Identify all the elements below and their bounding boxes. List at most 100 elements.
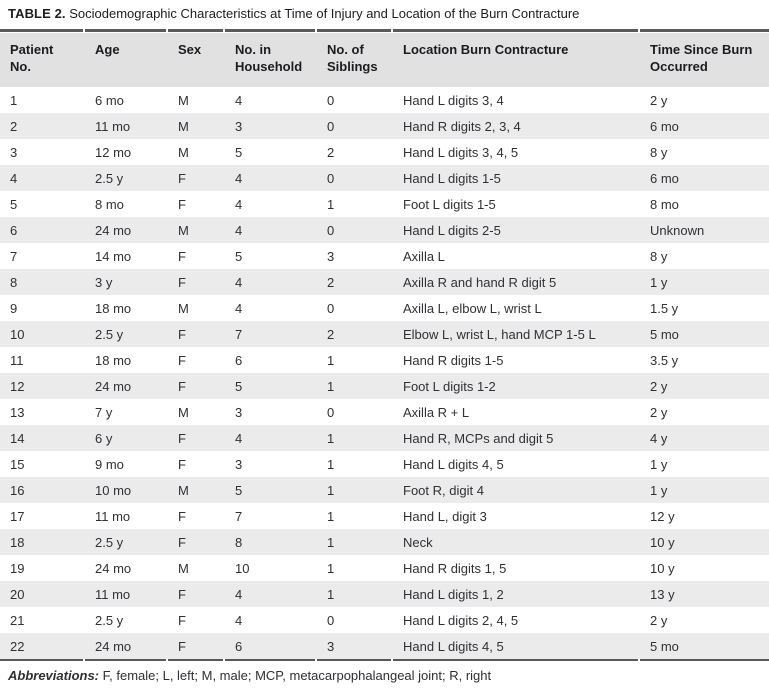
table-cell: 11 mo bbox=[85, 113, 168, 139]
table-cell: 1.5 y bbox=[650, 300, 679, 316]
table-cell: Foot R, digit 4 bbox=[393, 477, 640, 503]
table-cell: 8 mo bbox=[650, 196, 679, 212]
table-cell: M bbox=[168, 217, 225, 243]
table-cell: 5 bbox=[235, 248, 243, 264]
table-cell: 1 bbox=[317, 529, 393, 555]
table-row: 4 2.5 y F 4 0 Hand L digits 1-5 6 mo bbox=[0, 165, 769, 191]
table-cell: 6 mo bbox=[640, 113, 769, 139]
table-cell: 3 y bbox=[85, 269, 168, 295]
table-title-text: Sociodemographic Characteristics at Time… bbox=[65, 6, 580, 21]
table-cell: 3 bbox=[10, 144, 18, 160]
sociodemographic-table: Patient No. Age Sex No. in Household No. of … bbox=[0, 33, 769, 659]
table-cell: 6 mo bbox=[640, 165, 769, 191]
table-cell: 7 bbox=[10, 248, 18, 264]
table-cell: Axilla L bbox=[403, 248, 445, 264]
table-cell: 2 y bbox=[650, 612, 668, 628]
table-cell: 4 bbox=[0, 165, 85, 191]
table-cell: 9 bbox=[10, 300, 18, 316]
table-cell: 11 mo bbox=[85, 581, 168, 607]
table-cell: 6 y bbox=[85, 425, 168, 451]
table-row: 5 8 mo F 4 1 Foot L digits 1-5 8 mo bbox=[0, 191, 769, 217]
table-cell: 9 mo bbox=[95, 456, 124, 472]
table-cell: 3 bbox=[327, 248, 335, 264]
table-cell: 1 bbox=[327, 508, 335, 524]
table-cell: 0 bbox=[327, 404, 335, 420]
table-cell: F bbox=[168, 425, 225, 451]
table-cell: Hand L digits 3, 4 bbox=[403, 92, 504, 108]
table-cell: 0 bbox=[327, 300, 335, 316]
table-cell: 7 bbox=[235, 508, 243, 524]
table-cell: 12 mo bbox=[95, 144, 132, 160]
column-header: No. in Household bbox=[225, 33, 317, 87]
table-row: 15 9 mo F 3 1 Hand L digits 4, 5 1 y bbox=[0, 451, 769, 477]
table-cell: 20 bbox=[0, 581, 85, 607]
table-cell: 1 bbox=[327, 456, 335, 472]
table-cell: F bbox=[178, 456, 186, 472]
table-cell: 16 bbox=[0, 477, 85, 503]
table-cell: 4 bbox=[225, 165, 317, 191]
table-cell: 21 bbox=[10, 612, 25, 628]
table-cell: 2 bbox=[327, 144, 335, 160]
table-cell: 13 bbox=[10, 404, 25, 420]
table-cell: M bbox=[178, 560, 189, 576]
column-header: Patient No. bbox=[0, 33, 85, 87]
table-cell: 0 bbox=[317, 217, 393, 243]
table-cell: 1 bbox=[327, 352, 335, 368]
table-cell: 19 bbox=[10, 560, 25, 576]
table-row: 19 24 mo M 10 1 Hand R digits 1, 5 10 y bbox=[0, 555, 769, 581]
table-cell: 14 bbox=[0, 425, 85, 451]
table-cell: 3 bbox=[225, 113, 317, 139]
table-cell: 1 bbox=[317, 477, 393, 503]
table-row: 12 24 mo F 5 1 Foot L digits 1-2 2 y bbox=[0, 373, 769, 399]
table-cell: 6 bbox=[0, 217, 85, 243]
table-cell: 15 bbox=[10, 456, 25, 472]
table-title-label: TABLE 2. bbox=[8, 6, 66, 21]
table-cell: 4 bbox=[235, 300, 243, 316]
table-cell: 1 bbox=[317, 373, 393, 399]
table-cell: Hand L digits 3, 4, 5 bbox=[403, 144, 519, 160]
table-cell: Hand R digits 1-5 bbox=[403, 352, 504, 368]
table-cell: 2 y bbox=[650, 92, 668, 108]
table-cell: 2 bbox=[317, 321, 393, 347]
table-cell: M bbox=[178, 404, 189, 420]
rule-segment bbox=[85, 29, 168, 32]
table-cell: 12 y bbox=[650, 508, 675, 524]
table-cell: 1 bbox=[327, 196, 335, 212]
table-cell: 0 bbox=[327, 92, 335, 108]
table-header-row: Patient No. Age Sex No. in Household No. of … bbox=[0, 33, 769, 87]
rule-segment bbox=[168, 29, 225, 32]
table-cell: 10 bbox=[0, 321, 85, 347]
table-cell: 24 mo bbox=[85, 373, 168, 399]
table-cell: 7 y bbox=[95, 404, 113, 420]
table-cell: M bbox=[178, 144, 189, 160]
table-cell: 10 bbox=[235, 560, 250, 576]
table-cell: F bbox=[168, 165, 225, 191]
table-cell: Hand L, digit 3 bbox=[403, 508, 487, 524]
table-cell: 1 y bbox=[650, 456, 668, 472]
column-header: Location Burn Contracture bbox=[393, 33, 640, 87]
table-cell: 1 bbox=[327, 560, 335, 576]
table-footnote: Abbreviations: F, female; L, left; M, ma… bbox=[0, 661, 769, 684]
table-cell: 4 bbox=[225, 269, 317, 295]
table-row: 1 6 mo M 4 0 Hand L digits 3, 4 2 y bbox=[0, 87, 769, 113]
table-row: 21 2.5 y F 4 0 Hand L digits 2, 4, 5 2 y bbox=[0, 607, 769, 633]
table-cell: 2 bbox=[0, 113, 85, 139]
table-title: TABLE 2. Sociodemographic Characteristic… bbox=[0, 6, 769, 29]
table-cell: 4 bbox=[225, 425, 317, 451]
table-cell: 1 bbox=[10, 92, 18, 108]
table-row: 7 14 mo F 5 3 Axilla L 8 y bbox=[0, 243, 769, 269]
table-cell: 4 bbox=[235, 612, 243, 628]
table-cell: 6 bbox=[235, 352, 243, 368]
table-cell: 4 bbox=[225, 217, 317, 243]
table-cell: Axilla L, elbow L, wrist L bbox=[403, 300, 542, 316]
table-cell: Elbow L, wrist L, hand MCP 1-5 L bbox=[393, 321, 640, 347]
table-cell: 2.5 y bbox=[85, 321, 168, 347]
table-cell: M bbox=[178, 300, 189, 316]
table-cell: F bbox=[168, 321, 225, 347]
table-cell: 8 y bbox=[650, 248, 668, 264]
table-cell: F bbox=[178, 508, 186, 524]
table-cell: Hand L digits 1-5 bbox=[393, 165, 640, 191]
